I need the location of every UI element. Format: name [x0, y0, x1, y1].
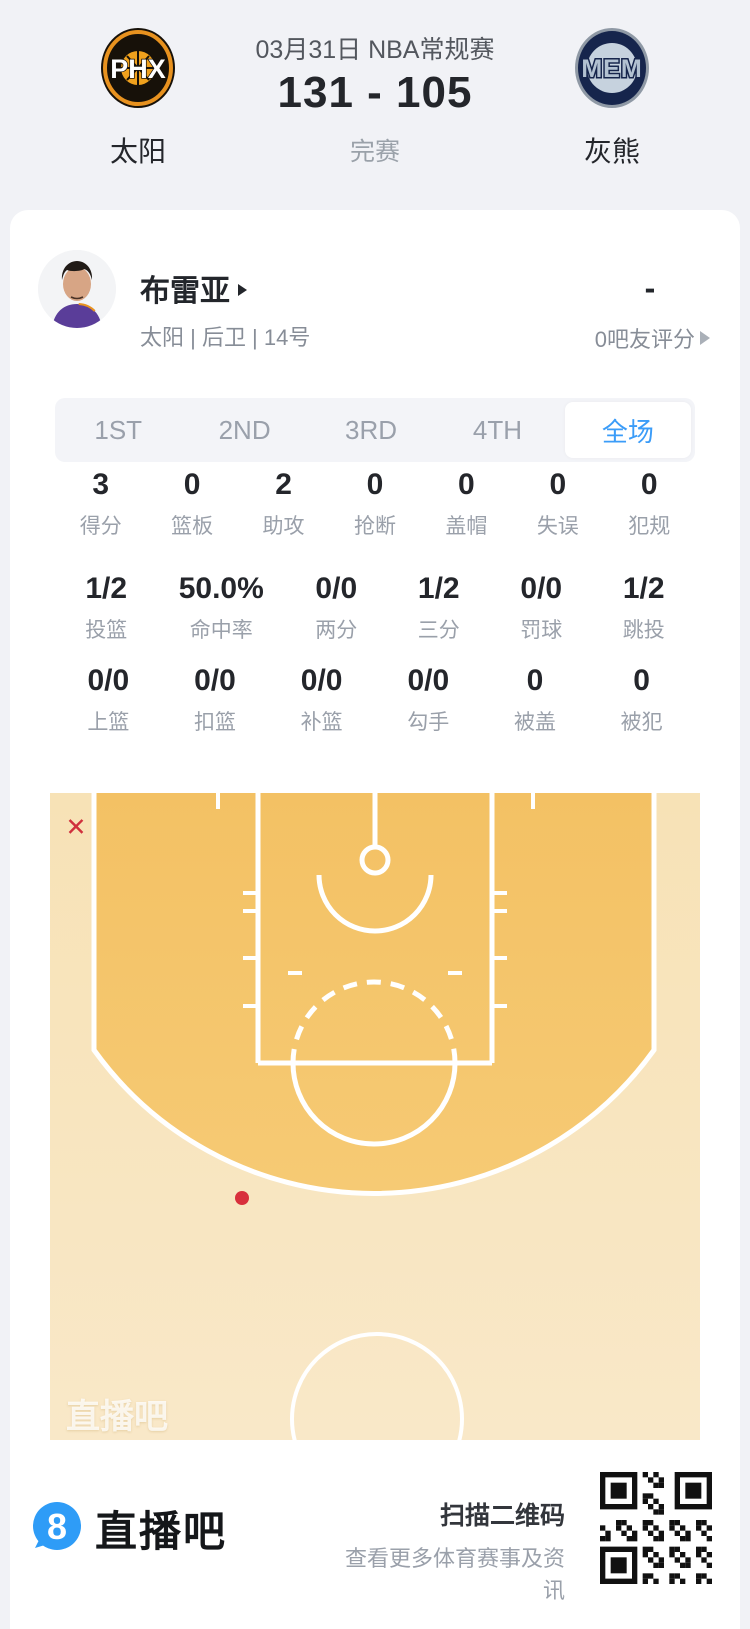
- stat-3pt: 1/2 三分: [417, 572, 460, 642]
- zhibo8-logo-icon: 8: [33, 1502, 81, 1550]
- qr-title: 扫描二维码: [439, 1502, 565, 1530]
- shot-marker-made: [235, 1191, 249, 1205]
- stat-blocked: 0 被盖: [513, 664, 556, 734]
- home-team-name[interactable]: 太阳: [109, 136, 166, 167]
- rating-link[interactable]: 0吧友评分: [595, 322, 710, 354]
- shot-markers: ✕: [50, 793, 700, 1440]
- player-name-arrow-icon: [238, 283, 247, 296]
- player-stats-card: 布雷亚 太阳 | 后卫 | 14号 - 0吧友评分 1ST 2ND 3RD 4T…: [10, 210, 740, 1629]
- tab-2nd[interactable]: 2ND: [218, 414, 271, 445]
- stats-row-basic: 3 得分 0 篮板 2 助攻 0 抢断 0 盖帽 0 失误 0 犯规: [55, 468, 695, 540]
- stat-blocks: 0 盖帽: [445, 468, 488, 538]
- game-score: 131 - 105: [277, 68, 473, 117]
- stat-fouls: 0 犯规: [628, 468, 671, 538]
- away-team-name[interactable]: 灰熊: [583, 136, 640, 167]
- tab-full-game[interactable]: 全场: [564, 402, 692, 458]
- rating-value: -: [644, 270, 656, 306]
- stat-rebounds: 0 篮板: [171, 468, 214, 538]
- stat-2pt: 0/0 两分: [315, 572, 358, 642]
- quarter-tabs: 1ST 2ND 3RD 4TH 全场: [55, 398, 695, 462]
- stat-layup: 0/0 上篮: [87, 664, 130, 734]
- stat-assists: 2 助攻: [262, 468, 305, 538]
- home-team-logo[interactable]: PHX: [98, 28, 178, 108]
- stat-hook: 0/0 勾手: [407, 664, 450, 734]
- stat-fouled: 0 被犯: [620, 664, 663, 734]
- stat-fg: 1/2 投篮: [85, 572, 128, 642]
- stat-points: 3 得分: [79, 468, 122, 538]
- court-icon: [50, 793, 700, 1440]
- player-name-row[interactable]: 布雷亚: [140, 266, 247, 310]
- shot-chart: ✕ 直播吧: [50, 793, 700, 1440]
- qr-code: [600, 1472, 712, 1584]
- mem-logo-icon: MEM: [575, 28, 649, 108]
- stat-steals: 0 抢断: [353, 468, 396, 538]
- stat-tipin: 0/0 补篮: [300, 664, 343, 734]
- game-date-label: 03月31日 NBA常规赛: [255, 36, 495, 64]
- svg-text:PHX: PHX: [110, 54, 166, 84]
- player-meta: 太阳 | 后卫 | 14号: [140, 325, 311, 350]
- player-avatar[interactable]: [38, 250, 116, 328]
- brand-name[interactable]: 直播吧: [95, 1508, 228, 1555]
- stat-turnovers: 0 失误: [536, 468, 579, 538]
- game-status: 完赛: [349, 138, 400, 166]
- stats-row-shooting: 1/2 投篮 50.0% 命中率 0/0 两分 1/2 三分 0/0 罚球 1/2 跳投: [55, 572, 695, 644]
- brand-logo[interactable]: 8: [33, 1502, 81, 1550]
- svg-text:8: 8: [47, 1506, 67, 1547]
- stat-dunk: 0/0 扣篮: [193, 664, 236, 734]
- svg-text:MEM: MEM: [581, 55, 642, 83]
- stat-fg-pct: 50.0% 命中率: [178, 572, 264, 642]
- stat-ft: 0/0 罚球: [520, 572, 563, 642]
- stat-jumpshot: 1/2 跳投: [622, 572, 665, 642]
- stats-row-shot-types: 0/0 上篮 0/0 扣篮 0/0 补篮 0/0 勾手 0 被盖 0 被犯: [55, 664, 695, 736]
- tab-3rd[interactable]: 3RD: [345, 414, 398, 445]
- rating-label: 0吧友评分: [594, 327, 695, 352]
- court-watermark: 直播吧: [66, 1398, 168, 1436]
- shot-marker-miss: ✕: [65, 812, 87, 842]
- player-photo-icon: [38, 250, 116, 328]
- qr-subtitle: 查看更多体育赛事及资讯: [344, 1546, 565, 1603]
- rating-arrow-icon: [700, 331, 710, 345]
- away-team-logo[interactable]: MEM: [572, 28, 652, 108]
- qr-caption: 扫描二维码 查看更多体育赛事及资讯: [330, 1496, 565, 1605]
- phx-logo-icon: PHX: [101, 28, 175, 108]
- tab-4th[interactable]: 4TH: [472, 414, 522, 445]
- tab-1st[interactable]: 1ST: [94, 414, 143, 445]
- player-name: 布雷亚: [140, 275, 230, 308]
